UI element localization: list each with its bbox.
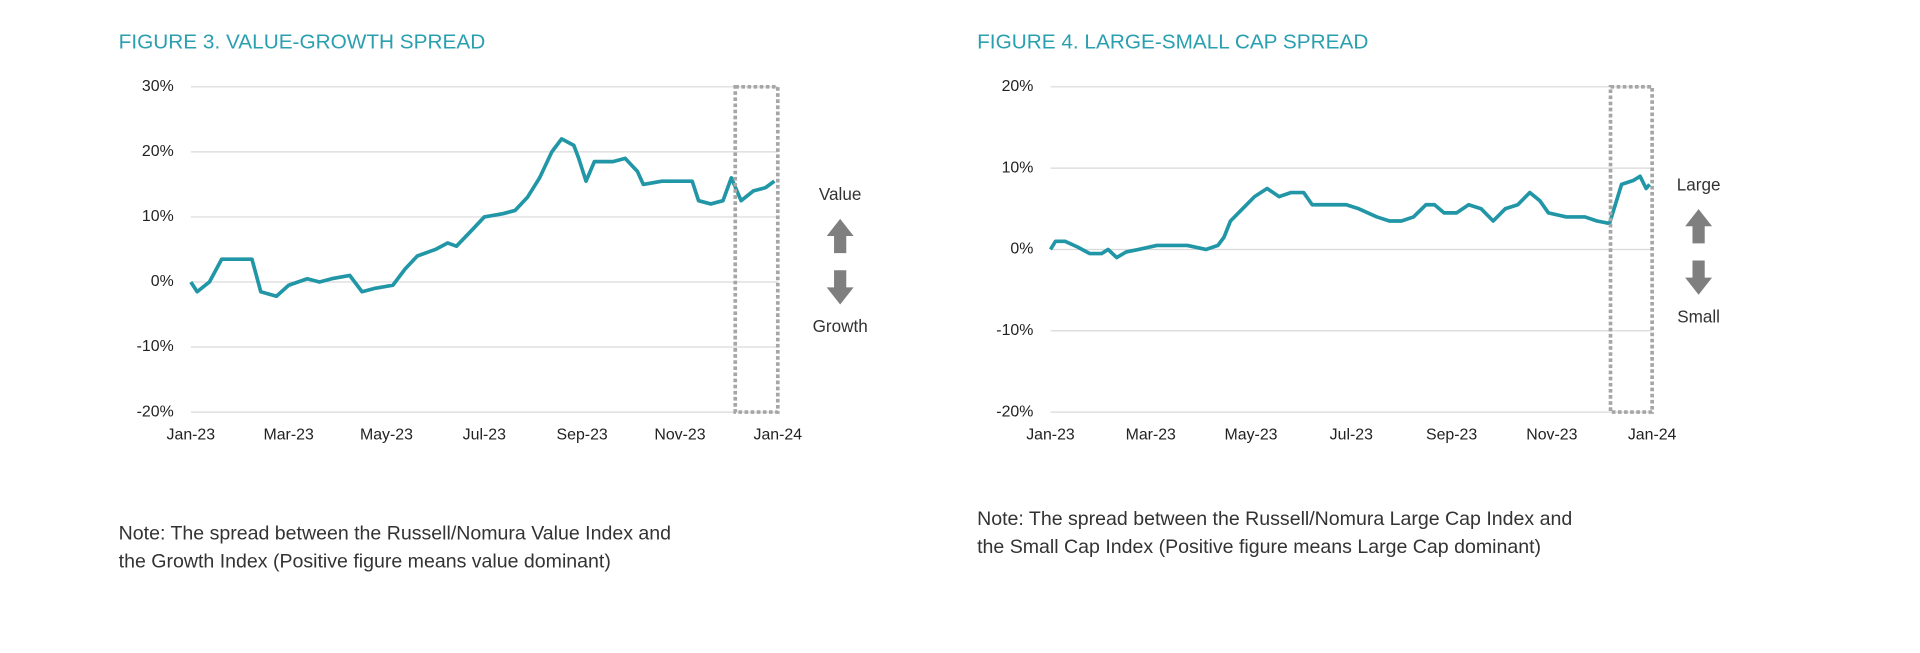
arrow-down <box>1685 260 1713 295</box>
x-tick-label: Mar-23 <box>264 427 314 444</box>
data-line <box>189 137 776 299</box>
y-tick-label: 0% <box>151 273 174 290</box>
y-tick-label: -10% <box>996 322 1033 339</box>
y-tick-label: 20% <box>142 143 174 160</box>
note-line: Note: The spread between the Russell/Nom… <box>119 523 671 545</box>
y-tick-label: 20% <box>1002 78 1034 95</box>
chart-title: FIGURE 4. LARGE-SMALL CAP SPREAD <box>977 30 1368 53</box>
chart-title: FIGURE 3. VALUE-GROWTH SPREAD <box>119 30 486 53</box>
highlight-box <box>733 84 780 414</box>
annotation-up: Value <box>819 185 862 204</box>
x-tick-label: Jul-23 <box>463 427 506 444</box>
arrow-down <box>826 270 854 305</box>
y-tick-label: 10% <box>142 208 174 225</box>
annotation-up: Large <box>1677 175 1721 194</box>
x-tick-label: Jan-24 <box>754 427 803 444</box>
y-tick-label: -20% <box>137 403 174 420</box>
note-line: the Small Cap Index (Positive figure mea… <box>977 536 1541 558</box>
note-line: the Growth Index (Positive figure means … <box>119 551 611 573</box>
x-tick-label: Sep-23 <box>1426 427 1477 444</box>
x-tick-label: Jul-23 <box>1330 427 1373 444</box>
x-tick-label: Nov-23 <box>654 427 705 444</box>
annotation-down: Growth <box>813 317 868 336</box>
y-tick-label: -20% <box>996 403 1033 420</box>
y-tick-label: -10% <box>137 338 174 355</box>
arrow-up <box>1685 209 1713 244</box>
y-tick-label: 30% <box>142 78 174 95</box>
y-tick-label: 10% <box>1002 159 1034 176</box>
x-tick-label: May-23 <box>360 427 413 444</box>
note-line: Note: The spread between the Russell/Nom… <box>977 508 1572 530</box>
x-tick-label: Jan-24 <box>1628 427 1677 444</box>
x-tick-label: Mar-23 <box>1126 427 1176 444</box>
data-line <box>1048 174 1652 260</box>
x-tick-label: Sep-23 <box>557 427 608 444</box>
annotation-down: Small <box>1677 307 1720 326</box>
highlight-box <box>1608 84 1654 414</box>
x-tick-label: May-23 <box>1225 427 1278 444</box>
x-tick-label: Nov-23 <box>1526 427 1577 444</box>
x-tick-label: Jan-23 <box>167 427 216 444</box>
x-tick-label: Jan-23 <box>1026 427 1075 444</box>
y-tick-label: 0% <box>1010 241 1033 258</box>
arrow-up <box>826 218 854 254</box>
